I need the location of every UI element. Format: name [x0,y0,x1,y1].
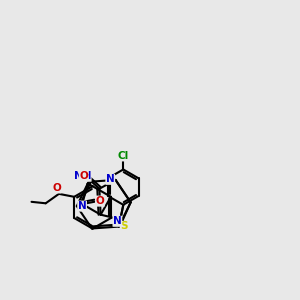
Text: N: N [78,201,86,211]
Text: NH: NH [74,171,91,181]
Text: O: O [80,171,88,181]
Text: Cl: Cl [118,151,129,161]
Text: O: O [96,196,104,206]
Text: N: N [106,174,115,184]
Text: O: O [52,183,61,193]
Text: N: N [113,216,122,226]
Text: S: S [120,221,128,231]
